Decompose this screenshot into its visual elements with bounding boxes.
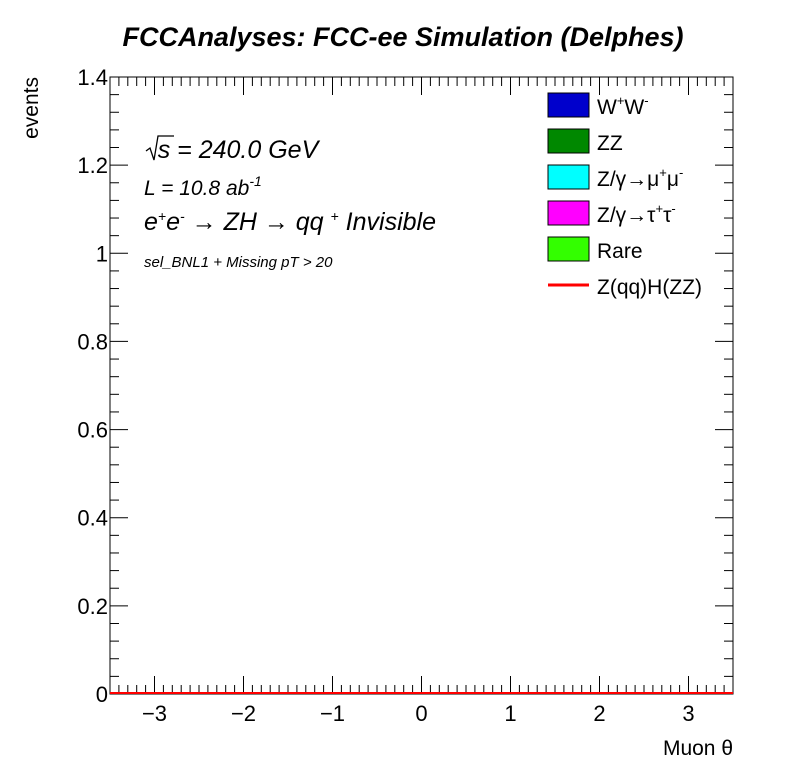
y-axis-title: events	[20, 77, 43, 139]
x-tick-label: 1	[504, 701, 516, 726]
y-tick-label: 1	[96, 241, 108, 266]
selection-label: sel_BNL1 + Missing pT > 20	[144, 254, 333, 271]
luminosity-label: L = 10.8 ab-1	[144, 173, 262, 200]
legend-entry-label: Z/γ→μ+μ-	[597, 165, 683, 191]
x-tick-label: 3	[682, 701, 694, 726]
x-tick-label: 0	[415, 701, 427, 726]
legend-entry-label: ZZ	[597, 132, 623, 155]
y-tick-label: 0.4	[77, 506, 108, 531]
legend-swatch	[547, 236, 590, 262]
legend-swatch	[547, 92, 590, 118]
x-tick-label: −1	[320, 701, 345, 726]
y-tick-label: 0.2	[77, 594, 108, 619]
legend-swatch	[547, 200, 590, 226]
process-label: e+e- → ZH → qq + Invisible	[144, 208, 436, 236]
x-tick-label: 2	[593, 701, 605, 726]
y-tick-label: 1.4	[77, 65, 108, 90]
x-tick-label: −3	[142, 701, 167, 726]
y-tick-label: 0.8	[77, 329, 108, 354]
legend-entry-label: Rare	[597, 240, 643, 263]
legend-entry-label: Z(qq)H(ZZ)	[597, 276, 702, 299]
legend: W+W- ZZ Z/γ→μ+μ- Z/γ→τ+τ- Rare Z(qq)H(ZZ)	[547, 92, 702, 299]
y-tick-label: 0	[96, 682, 108, 707]
y-tick-label: 1.2	[77, 153, 108, 178]
legend-swatch	[547, 164, 590, 190]
legend-entry-label: W+W-	[597, 93, 649, 119]
y-tick-label: 0.6	[77, 418, 108, 443]
energy-label: √s = 240.0 GeV	[144, 136, 321, 164]
x-axis-title: Muon θ	[663, 737, 733, 760]
y-tick-labels: 0 0.2 0.4 0.6 0.8 1 1.2 1.4	[77, 65, 108, 707]
chart-title: FCCAnalyses: FCC-ee Simulation (Delphes)	[122, 22, 683, 52]
legend-entry-label: Z/γ→τ+τ-	[597, 201, 676, 227]
sqrt-icon	[145, 135, 174, 161]
x-tick-label: −2	[231, 701, 256, 726]
annotation-energy: √s = 240.0 GeV	[144, 135, 321, 164]
x-tick-labels: −3 −2 −1 0 1 2 3	[142, 701, 695, 726]
legend-swatch	[547, 128, 590, 154]
